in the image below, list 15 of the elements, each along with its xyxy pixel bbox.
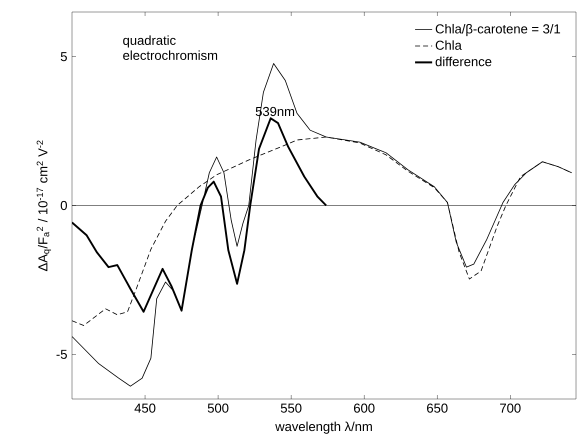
y-tick-label: 5 <box>60 52 67 62</box>
x-tick-label: 700 <box>500 404 521 413</box>
x-tick-label: 450 <box>134 404 156 413</box>
legend-label: Chla/β-carotene = 3/1 <box>436 24 560 36</box>
annotation: quadratic electrochromism <box>123 35 218 60</box>
x-tick-label: 650 <box>427 404 448 413</box>
x-axis-title: wavelength λ/nm <box>275 422 372 434</box>
text: ΔA$_{q}$/F$_{a}$$^{2}$ / 10$^{-17}$ cm$^{2}$ V$^{-2}$ <box>36 140 52 272</box>
y-tick-label: -5 <box>56 350 67 359</box>
x-tick-label: 550 <box>280 404 302 413</box>
legend-label: Chla <box>436 40 462 50</box>
legend-label: difference <box>436 56 492 66</box>
y-tick-label: 0 <box>60 200 67 210</box>
x-tick-label: 600 <box>354 404 375 413</box>
x-tick-label: 500 <box>208 404 228 413</box>
